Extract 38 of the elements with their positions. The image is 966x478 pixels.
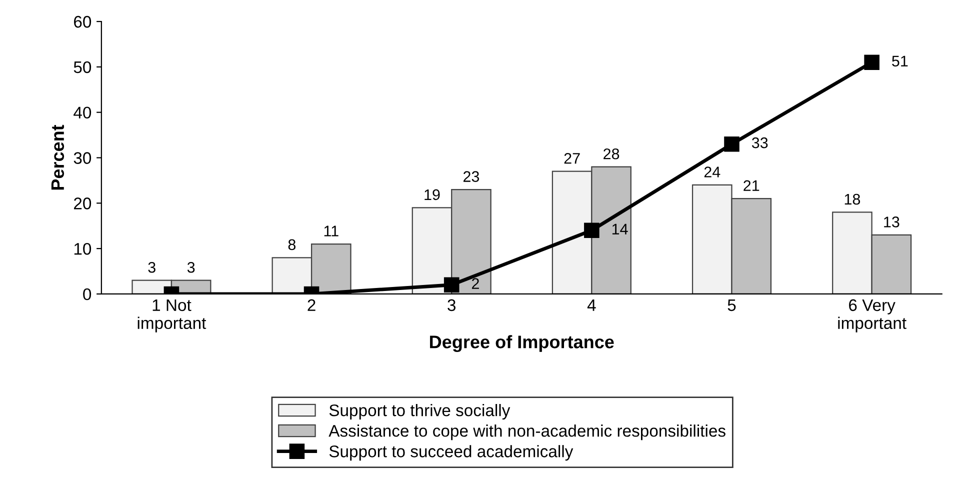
point (724, 136, 740, 152)
data-label: 51 (892, 56, 908, 66)
x-tick-label: 2 (308, 299, 316, 311)
data-label: 19 (424, 189, 440, 200)
x-tick-label: 4 (587, 299, 596, 311)
data-label: 3 (148, 262, 156, 273)
data-label: 24 (704, 166, 720, 178)
y-axis-title: Percent (51, 124, 64, 190)
y-tick-label: 40 (74, 106, 92, 119)
point (444, 277, 460, 293)
data-label: 27 (564, 152, 580, 164)
data-label: 13 (884, 216, 900, 228)
legend-label: Support to succeed academically (329, 445, 574, 461)
point (584, 222, 600, 238)
data-label: 8 (288, 239, 296, 250)
y-tick-label: 20 (74, 198, 92, 210)
data-label: 21 (744, 180, 760, 191)
x-tick-label: 5 (728, 299, 736, 312)
data-label: 14 (612, 224, 628, 234)
y-tick-label: 10 (74, 242, 92, 255)
legend-label: Assistance to cope with non-academic responsibilities (328, 424, 726, 440)
data-label: 3 (187, 262, 195, 273)
x-tick-label: 3 (448, 299, 456, 312)
data-label: 28 (604, 148, 620, 160)
x-tick-label: 1 Not important (138, 299, 206, 332)
y-tick-label: 0 (83, 288, 92, 300)
data-label: 33 (752, 137, 768, 148)
data-label: 11 (324, 226, 338, 236)
legend-label: Support to thrive socially (329, 404, 510, 420)
y-tick-label: 50 (74, 61, 92, 74)
x-tick-label: 6 Very important (838, 299, 906, 332)
data-label: 18 (844, 194, 860, 205)
x-axis-title: Degree of Importance (430, 335, 614, 352)
data-label: 23 (463, 171, 480, 182)
y-tick-label: 60 (74, 16, 92, 28)
y-tick-label: 30 (74, 152, 92, 164)
point (864, 54, 880, 70)
data-label: 2 (472, 278, 479, 289)
